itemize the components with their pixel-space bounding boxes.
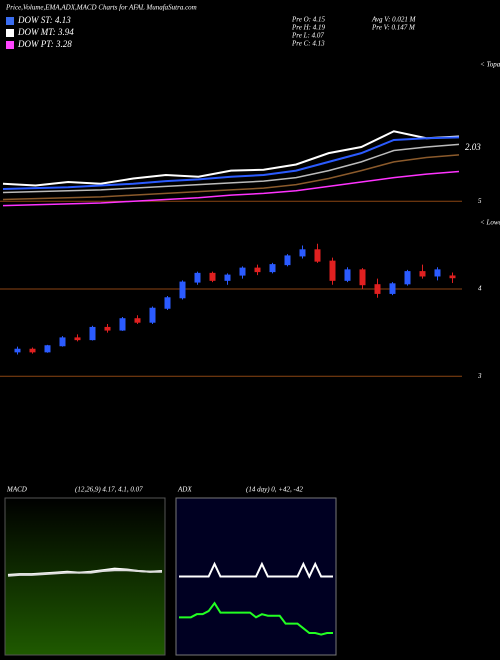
series-line <box>2 136 460 190</box>
series-line <box>2 154 460 201</box>
stat: Pre H: 4.19 <box>291 24 325 32</box>
candle-body <box>269 264 276 273</box>
candle-body <box>419 271 426 277</box>
series-line <box>2 170 460 207</box>
candle-body <box>194 272 201 283</box>
series-line <box>179 561 333 579</box>
y-tick-label: 3 <box>477 372 482 380</box>
candle-body <box>14 348 21 353</box>
candle-body <box>149 307 156 323</box>
stat: Pre V: 0.147 M <box>371 24 416 32</box>
candle-body <box>89 326 96 341</box>
stat: Pre O: 4.15 <box>291 16 325 24</box>
candle-body <box>59 337 66 347</box>
candle-body <box>134 318 141 323</box>
candle-body <box>449 275 456 279</box>
legend-swatch <box>6 41 14 49</box>
candle-body <box>44 345 51 353</box>
macd-panel <box>4 497 166 656</box>
legend-text: DOW MT: 3.94 <box>17 27 74 37</box>
candle-body <box>104 326 111 331</box>
stat: Avg V: 0.021 M <box>371 16 417 24</box>
candle-body <box>329 260 336 281</box>
candle-body <box>299 249 306 257</box>
candle-body <box>374 284 381 294</box>
candle-body <box>164 297 171 309</box>
candle-body <box>29 348 36 353</box>
series-line <box>2 143 460 194</box>
legend-text: DOW PT: 3.28 <box>17 39 72 49</box>
y-tick-label: 4 <box>478 285 482 293</box>
y-tick-label: 5 <box>478 197 482 205</box>
legend-swatch <box>6 17 14 25</box>
candle-body <box>254 267 261 273</box>
panel-params: (14 day) 0, +42, -42 <box>246 486 303 494</box>
stat: Pre L: 4.07 <box>291 32 324 40</box>
page-title: Price,Volume,EMA,ADX,MACD Charts for AFA… <box>5 4 197 12</box>
panel-name: ADX <box>177 486 192 494</box>
candle-body <box>209 272 216 281</box>
candle-body <box>119 318 126 331</box>
series-line <box>2 130 460 187</box>
candle-body <box>344 269 351 281</box>
candle-body <box>434 269 441 277</box>
candle-body <box>314 249 321 262</box>
candle-body <box>284 255 291 266</box>
candle-body <box>74 337 81 341</box>
side-label: < Lowes <box>480 219 500 227</box>
legend-text: DOW ST: 4.13 <box>17 15 71 25</box>
candle-body <box>224 274 231 281</box>
candle-body <box>179 281 186 299</box>
side-label: < Topa <box>480 61 500 69</box>
series-line <box>179 601 333 636</box>
candle-body <box>389 283 396 294</box>
panel-params: (12,26,9) 4.17, 4.1, 0.07 <box>75 486 143 494</box>
panel-name: MACD <box>6 486 27 494</box>
candle-body <box>359 269 366 286</box>
candle-body <box>404 271 411 285</box>
legend-swatch <box>6 29 14 37</box>
stat: Pre C: 4.13 <box>291 40 325 48</box>
annotation: 2.03 <box>465 142 481 152</box>
series-line <box>7 569 162 577</box>
candle-body <box>239 267 246 276</box>
